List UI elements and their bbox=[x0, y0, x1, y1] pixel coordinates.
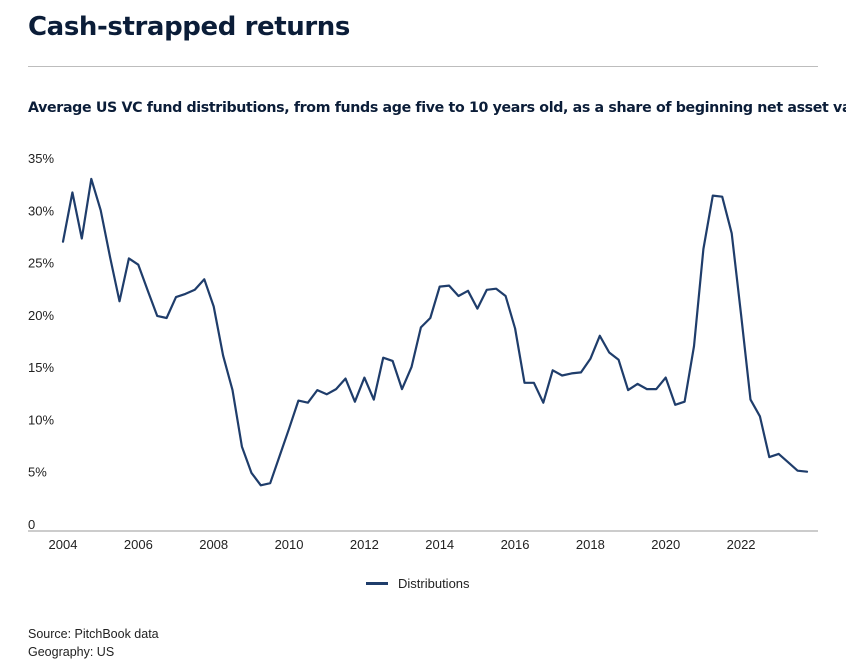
legend-label-distributions: Distributions bbox=[398, 576, 470, 591]
x-tick-label: 2022 bbox=[727, 537, 756, 552]
x-tick-label: 2008 bbox=[199, 537, 228, 552]
legend-swatch-distributions bbox=[366, 582, 388, 585]
y-tick-label: 15% bbox=[28, 360, 54, 375]
legend[interactable]: Distributions bbox=[366, 576, 470, 591]
y-tick-label: 35% bbox=[28, 151, 54, 166]
x-tick-label: 2010 bbox=[275, 537, 304, 552]
geography-note: Geography: US bbox=[28, 645, 114, 659]
x-tick-label: 2006 bbox=[124, 537, 153, 552]
x-tick-label: 2018 bbox=[576, 537, 605, 552]
x-tick-label: 2016 bbox=[501, 537, 530, 552]
x-tick-label: 2020 bbox=[651, 537, 680, 552]
distributions-line bbox=[63, 179, 807, 485]
y-tick-label: 5% bbox=[28, 465, 47, 480]
x-tick-label: 2004 bbox=[49, 537, 78, 552]
y-tick-label: 20% bbox=[28, 308, 54, 323]
x-tick-label: 2012 bbox=[350, 537, 379, 552]
source-note: Source: PitchBook data bbox=[28, 627, 159, 641]
x-tick-label: 2014 bbox=[425, 537, 454, 552]
y-axis: 0 5% 10% 15% 20% 25% 30% 35% bbox=[28, 151, 54, 532]
y-tick-label: 25% bbox=[28, 256, 54, 271]
y-tick-label: 0 bbox=[28, 517, 35, 532]
x-axis: 2004 2006 2008 2010 2012 2014 2016 2018 2020 2022 bbox=[49, 537, 756, 552]
y-tick-label: 30% bbox=[28, 203, 54, 218]
y-tick-label: 10% bbox=[28, 412, 54, 427]
